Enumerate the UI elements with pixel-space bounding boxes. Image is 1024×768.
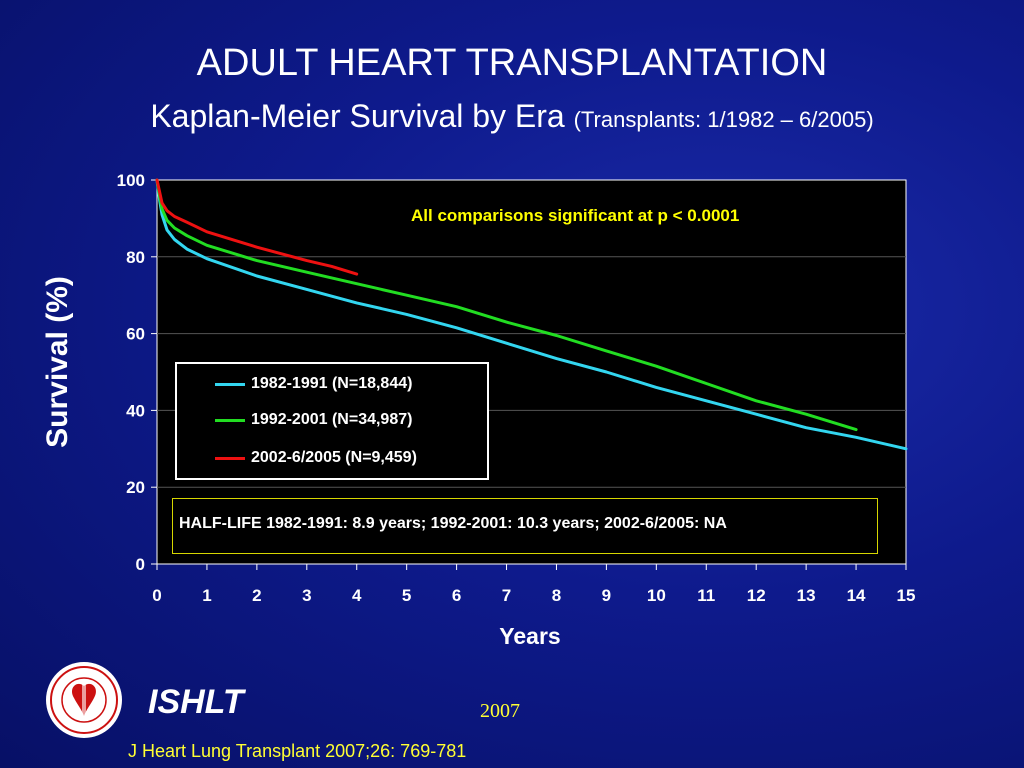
y-tick-label-60: 60	[126, 325, 145, 344]
ishlt-logo	[46, 662, 122, 738]
x-tick-label-12: 12	[747, 586, 766, 605]
y-axis-label: Survival (%)	[41, 276, 74, 448]
y-tick-label-20: 20	[126, 478, 145, 497]
organization-name: ISHLT	[148, 683, 244, 721]
x-tick-label-2: 2	[252, 586, 261, 605]
y-tick-label-80: 80	[126, 248, 145, 267]
half-life-box: HALF-LIFE 1982-1991: 8.9 years; 1992-200…	[172, 498, 878, 554]
x-tick-label-4: 4	[352, 586, 362, 605]
half-life-text: HALF-LIFE 1982-1991: 8.9 years; 1992-200…	[179, 515, 727, 532]
series-line-1	[155, 178, 908, 451]
x-tick-label-10: 10	[647, 586, 666, 605]
series-line-3	[155, 178, 359, 276]
x-tick-label-7: 7	[502, 586, 511, 605]
x-tick-label-15: 15	[897, 586, 916, 605]
legend-label-2002-2005: 2002-6/2005 (N=9,459)	[251, 449, 417, 466]
y-tick-label-40: 40	[126, 401, 145, 420]
x-tick-label-6: 6	[452, 586, 461, 605]
x-tick-label-13: 13	[797, 586, 816, 605]
x-tick-label-14: 14	[847, 586, 866, 605]
y-tick-label-0: 0	[136, 555, 145, 574]
x-tick-label-0: 0	[152, 586, 161, 605]
x-tick-label-8: 8	[552, 586, 561, 605]
x-tick-label-5: 5	[402, 586, 411, 605]
legend-swatch-1992-2001	[215, 419, 245, 422]
slide-title: ADULT HEART TRANSPLANTATION	[196, 42, 828, 84]
legend-label-1992-2001: 1992-2001 (N=34,987)	[251, 411, 413, 428]
x-tick-label-9: 9	[602, 586, 611, 605]
legend-swatch-2002-2005	[215, 457, 245, 460]
x-tick-label-3: 3	[302, 586, 311, 605]
significance-note: All comparisons significant at p < 0.000…	[411, 206, 740, 225]
x-tick-label-11: 11	[697, 586, 715, 605]
legend-label-1982-1991: 1982-1991 (N=18,844)	[251, 375, 413, 392]
x-axis-label: Years	[499, 623, 561, 649]
chart-legend: 1982-1991 (N=18,844) 1992-2001 (N=34,987…	[175, 362, 489, 480]
citation: J Heart Lung Transplant 2007;26: 769-781	[128, 741, 467, 761]
slide-subtitle: Kaplan-Meier Survival by Era (Transplant…	[0, 96, 1024, 140]
subtitle-range: (Transplants: 1/1982 – 6/2005)	[573, 107, 874, 132]
subtitle-main: Kaplan-Meier Survival by Era	[150, 98, 565, 134]
legend-swatch-1982-1991	[215, 383, 245, 386]
x-tick-label-1: 1	[202, 586, 211, 605]
report-year: 2007	[480, 700, 520, 722]
y-tick-label-100: 100	[117, 171, 145, 190]
series-line-2	[155, 178, 858, 432]
